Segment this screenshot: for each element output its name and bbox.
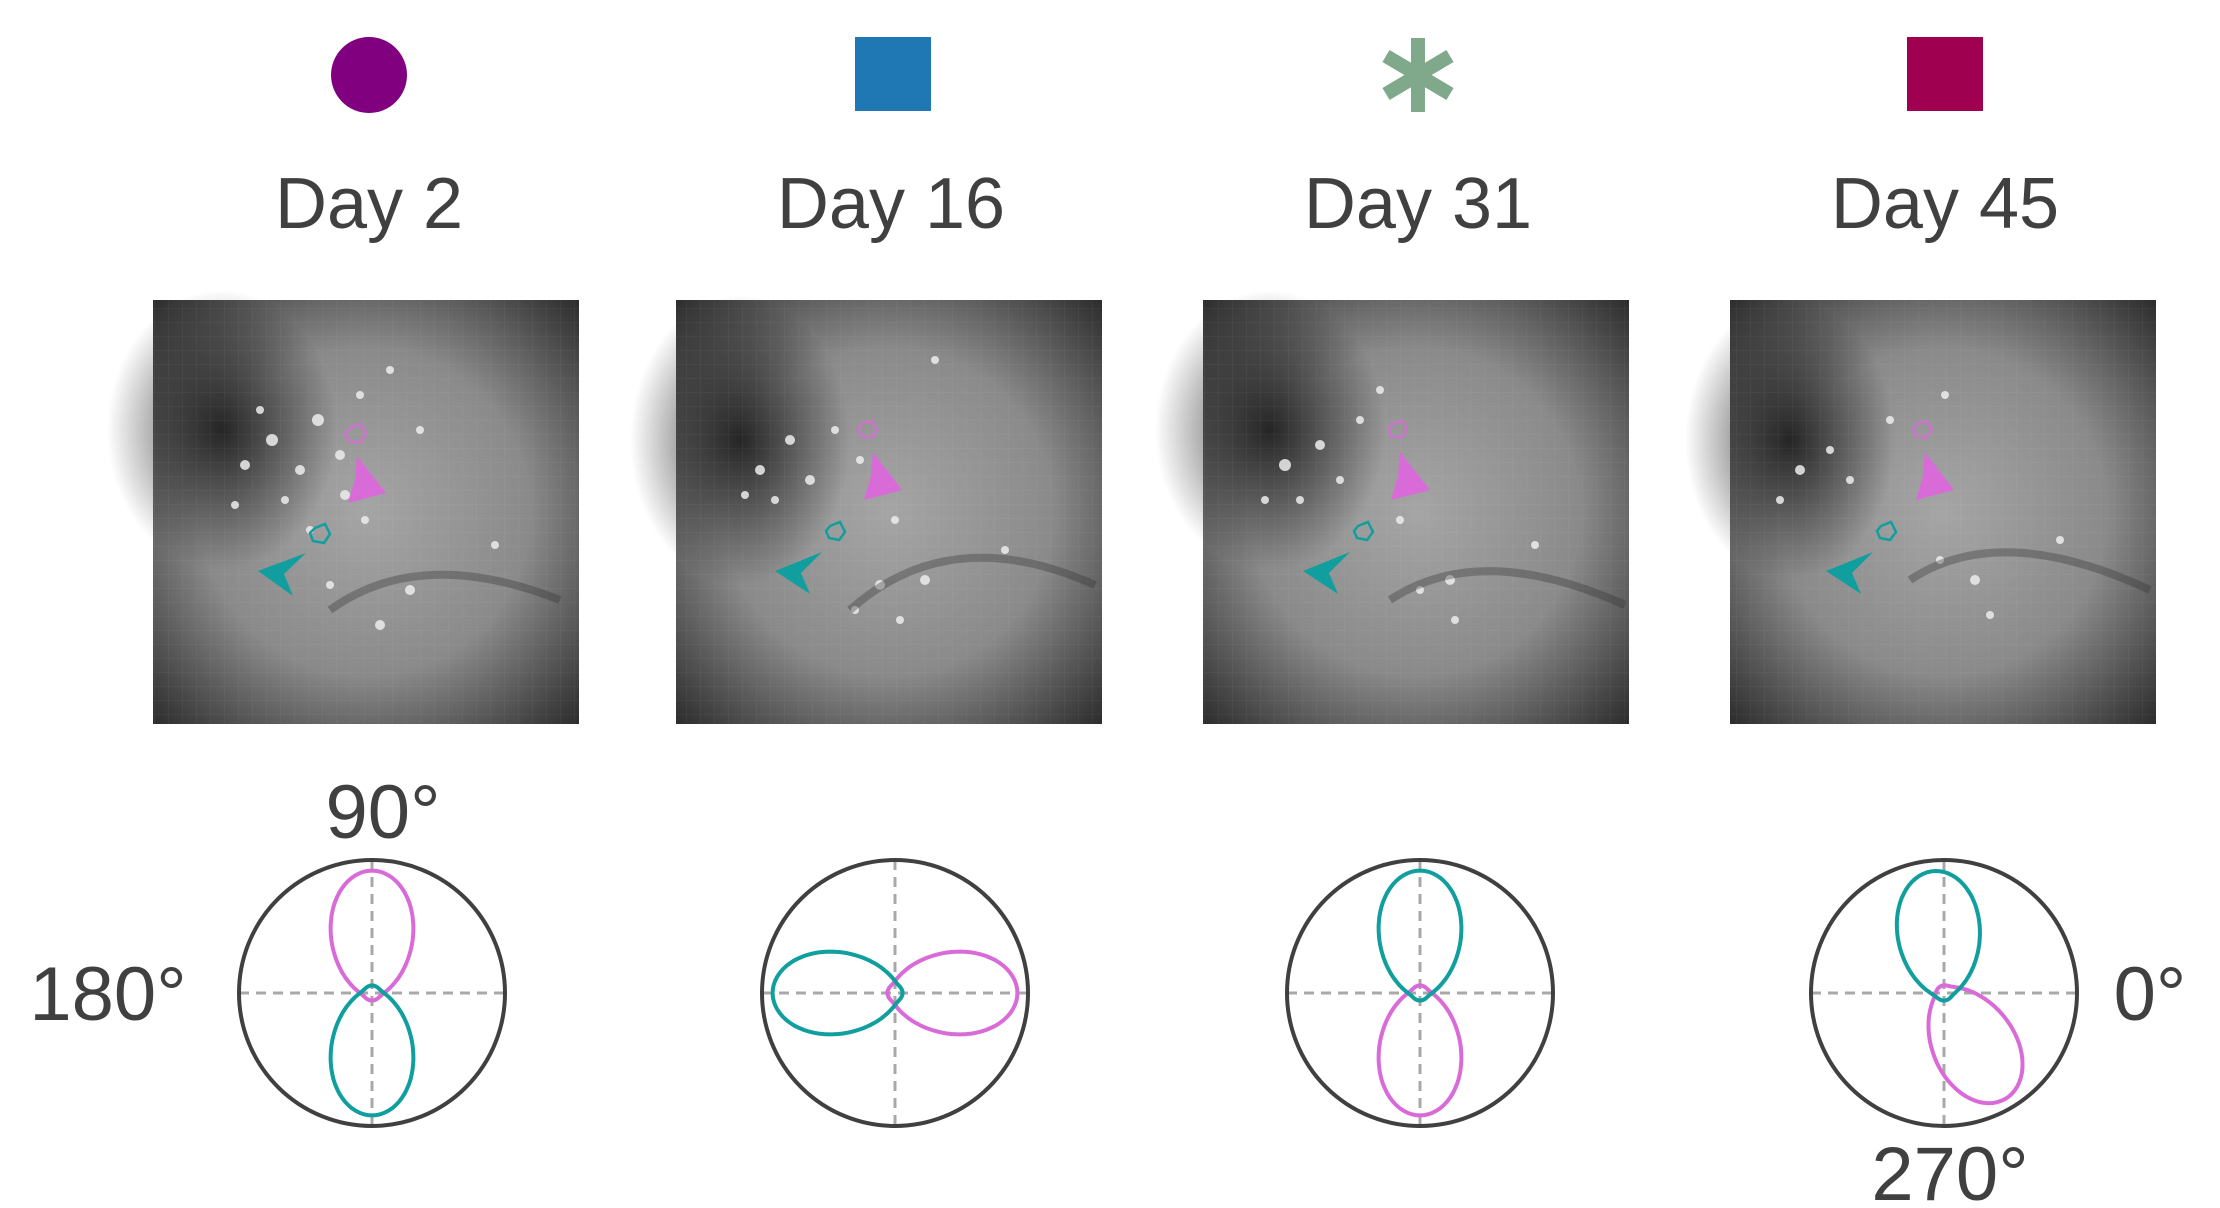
day-45-magenta-tuning-curve — [1926, 983, 2025, 1106]
day-45-micrograph — [1685, 300, 2156, 724]
magenta-arrowhead — [1916, 452, 1954, 500]
day-45-title: Day 45 — [1831, 164, 2059, 244]
day-2-teal-tuning-curve — [328, 983, 416, 1118]
day-45-polar-plot — [1809, 858, 2079, 1128]
magenta-roi-outline — [343, 422, 368, 445]
day-31-micrograph — [1155, 290, 1629, 724]
day-16-polar-plot — [760, 858, 1030, 1128]
day-31-asterisk-marker — [1382, 38, 1454, 112]
teal-roi-outline — [824, 520, 847, 542]
day-31-polar-plot — [1285, 858, 1555, 1128]
day-31-title: Day 31 — [1304, 164, 1532, 244]
day-45-teal-tuning-curve — [1894, 868, 1982, 1003]
angle-label-270: 270° — [1871, 1132, 2028, 1208]
day-16-micrograph — [630, 295, 1102, 724]
day-31-teal-tuning-curve — [1376, 868, 1464, 1003]
day-45-square-marker — [1907, 37, 1983, 111]
panel-day-45: Day 45 — [1685, 37, 2156, 1128]
teal-arrowhead — [775, 552, 822, 594]
magenta-arrowhead — [1391, 452, 1430, 500]
teal-roi-outline — [1352, 520, 1375, 542]
teal-roi-outline — [1875, 520, 1898, 542]
angle-label-0: 0° — [2114, 952, 2187, 1037]
magenta-arrowhead — [864, 452, 902, 500]
day-2-micrograph — [107, 290, 579, 724]
day-2-polar-plot — [237, 858, 507, 1128]
day-2-title: Day 2 — [275, 164, 463, 244]
teal-arrowhead — [1303, 552, 1350, 594]
panel-day-31: Day 31 — [1155, 38, 1629, 1128]
day-2-circle-marker — [331, 37, 407, 113]
magenta-roi-outline — [1911, 419, 1934, 440]
magenta-arrowhead — [348, 456, 386, 503]
day-16-square-marker — [855, 37, 931, 111]
panel-day-16: Day 16 — [630, 37, 1102, 1128]
teal-roi-outline — [308, 522, 332, 545]
angle-label-90: 90° — [326, 770, 441, 855]
magenta-roi-outline — [856, 419, 879, 440]
panel-day-2: Day 2 — [107, 37, 579, 1128]
teal-arrowhead — [258, 553, 306, 596]
day-16-magenta-tuning-curve — [885, 949, 1020, 1037]
magenta-roi-outline — [1386, 419, 1409, 440]
day-16-teal-tuning-curve — [770, 949, 905, 1037]
teal-arrowhead — [1826, 552, 1873, 594]
angle-label-180: 180° — [29, 952, 186, 1037]
day-16-title: Day 16 — [777, 164, 1005, 244]
